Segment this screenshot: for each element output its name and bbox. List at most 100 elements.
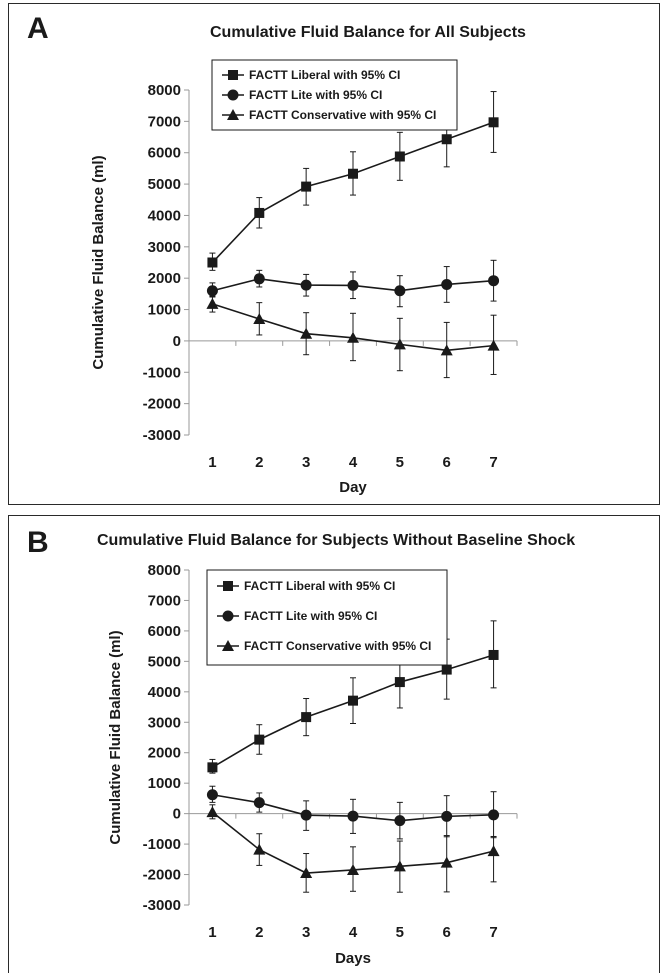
data-point [300, 867, 313, 879]
data-point [207, 257, 218, 268]
x-tick-label: 4 [349, 924, 358, 941]
data-point [441, 810, 453, 822]
x-tick-label: 3 [302, 924, 310, 941]
data-point [440, 344, 453, 356]
data-point [206, 297, 219, 309]
x-tick-label: 6 [443, 454, 451, 471]
data-point [348, 695, 358, 706]
data-point [300, 809, 312, 821]
legend-label: FACTT Conservative with 95% CI [249, 108, 436, 122]
series-circle [206, 785, 500, 840]
series-circle [206, 259, 500, 308]
y-tick-label: 2000 [148, 270, 181, 287]
y-tick-label: 7000 [148, 592, 181, 609]
series-triangle [206, 295, 500, 379]
x-tick-label: 5 [396, 924, 404, 941]
data-point [440, 856, 453, 868]
legend-marker [222, 640, 234, 651]
chart-title: Cumulative Fluid Balance for Subjects Wi… [97, 532, 576, 549]
x-tick-label: 2 [255, 454, 263, 471]
data-point [206, 789, 218, 801]
y-tick-label: -3000 [143, 427, 181, 444]
x-tick-label: 4 [349, 454, 358, 471]
x-tick-label: 7 [489, 454, 497, 471]
series-square [207, 91, 499, 271]
data-point [488, 649, 499, 660]
data-point [206, 806, 219, 818]
panel-a: A Cumulative Fluid Balance for All Subje… [8, 3, 660, 505]
y-tick-label: 0 [173, 333, 181, 350]
legend-marker [222, 610, 234, 622]
legend: FACTT Liberal with 95% CI FACTT Lite with… [211, 59, 458, 131]
y-tick-label: -2000 [143, 867, 181, 884]
data-point [254, 734, 265, 745]
data-point [207, 762, 218, 773]
data-point [253, 843, 266, 855]
y-tick-label: 8000 [148, 562, 181, 579]
data-point [487, 339, 500, 351]
data-point [394, 677, 405, 688]
data-point [300, 279, 312, 291]
data-point [394, 151, 405, 162]
legend-label: FACTT Liberal with 95% CI [249, 68, 400, 82]
legend-box [206, 569, 448, 666]
y-tick-label: -1000 [143, 364, 181, 381]
chart-title: Cumulative Fluid Balance for All Subject… [210, 24, 526, 41]
y-tick-label: 5000 [148, 176, 181, 193]
data-point [348, 168, 358, 179]
data-point [206, 285, 218, 297]
y-axis-title: Cumulative Fluid Balance (ml) [107, 630, 124, 844]
chart-a: 8000 7000 6000 5000 4000 3000 2000 1000 0 -1000 -2… [90, 59, 518, 496]
x-tick-label: 2 [255, 924, 263, 941]
legend-box [211, 59, 458, 131]
x-axis-title: Day [339, 479, 367, 496]
x-tick-label: 7 [489, 924, 497, 941]
data-point [347, 279, 359, 291]
y-tick-label: -1000 [143, 836, 181, 853]
y-axis-title: Cumulative Fluid Balance (ml) [90, 155, 107, 369]
legend: FACTT Liberal with 95% CI FACTT Lite with… [206, 569, 448, 666]
x-tick-label: 3 [302, 454, 310, 471]
data-point [393, 338, 406, 350]
data-point [488, 117, 499, 128]
legend-label: FACTT Lite with 95% CI [249, 88, 382, 102]
data-point [441, 664, 452, 675]
data-point [254, 207, 265, 218]
data-point [487, 845, 500, 857]
y-tick-label: 1000 [148, 775, 181, 792]
y-tick-label: 4000 [148, 684, 181, 701]
y-tick-label: -2000 [143, 396, 181, 413]
y-tick-label: 0 [173, 806, 181, 823]
legend-marker [227, 109, 239, 120]
legend-marker [228, 70, 238, 80]
y-tick-label: 3000 [148, 239, 181, 256]
data-point [300, 327, 313, 339]
data-point [301, 712, 312, 723]
y-tick-label: 1000 [148, 302, 181, 319]
y-tick-label: 7000 [148, 113, 181, 130]
x-axis-title: Days [335, 950, 371, 967]
legend-label: FACTT Lite with 95% CI [244, 609, 377, 623]
panel-letter: B [27, 526, 49, 559]
x-tick-label: 6 [443, 924, 451, 941]
y-tick-label: 6000 [148, 145, 181, 162]
data-point [441, 134, 452, 145]
legend-marker [227, 89, 239, 101]
data-point [253, 797, 265, 809]
series-square [207, 620, 499, 774]
data-point [347, 863, 359, 875]
data-point [347, 331, 359, 343]
panel-b: B Cumulative Fluid Balance for Subjects … [8, 515, 660, 973]
y-tick-label: 3000 [148, 714, 181, 731]
legend-marker [223, 581, 233, 591]
data-point [347, 810, 359, 822]
y-tick-label: -3000 [143, 897, 181, 914]
chart-b: 8000 7000 6000 5000 4000 3000 2000 1000 0 -1000 -2… [107, 562, 518, 967]
data-point [253, 273, 265, 285]
data-point [441, 278, 453, 290]
data-point [394, 815, 406, 827]
y-tick-label: 4000 [148, 207, 181, 224]
data-point [488, 275, 500, 287]
x-tick-label: 1 [208, 924, 216, 941]
y-tick-label: 2000 [148, 745, 181, 762]
